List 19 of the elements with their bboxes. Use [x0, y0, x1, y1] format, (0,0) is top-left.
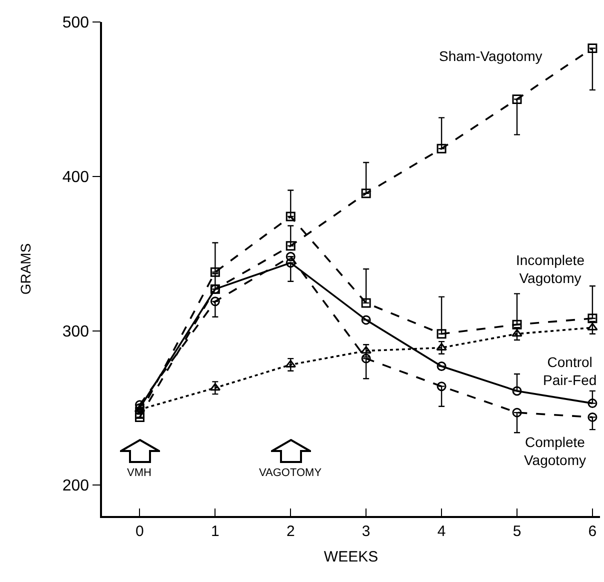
x-tick-label: 2	[286, 522, 295, 540]
y-tick-label: 300	[62, 323, 90, 340]
y-tick-label: 400	[62, 168, 90, 186]
x-axis-title: WEEKS	[324, 548, 378, 566]
annotation: VAGOTOMY	[259, 467, 322, 479]
x-tick-label: 4	[437, 522, 446, 540]
x-tick-label: 0	[136, 522, 144, 540]
series-label: Sham-Vagotomy	[439, 48, 542, 64]
series-label: Control Pair-Fed	[543, 354, 597, 388]
x-tick-label: 5	[512, 522, 522, 540]
x-tick-label: 3	[362, 522, 370, 540]
y-tick-label: 500	[62, 14, 90, 32]
x-tick-label: 6	[588, 522, 597, 540]
y-axis-title: GRAMS	[17, 243, 34, 295]
x-tick-label: 1	[211, 522, 220, 540]
text: Incomplete Vagotomy	[516, 252, 585, 286]
annotation: VMH	[127, 467, 152, 479]
y-tick-label: 200	[62, 478, 90, 495]
series-label: Complete Vagotomy	[524, 434, 586, 468]
